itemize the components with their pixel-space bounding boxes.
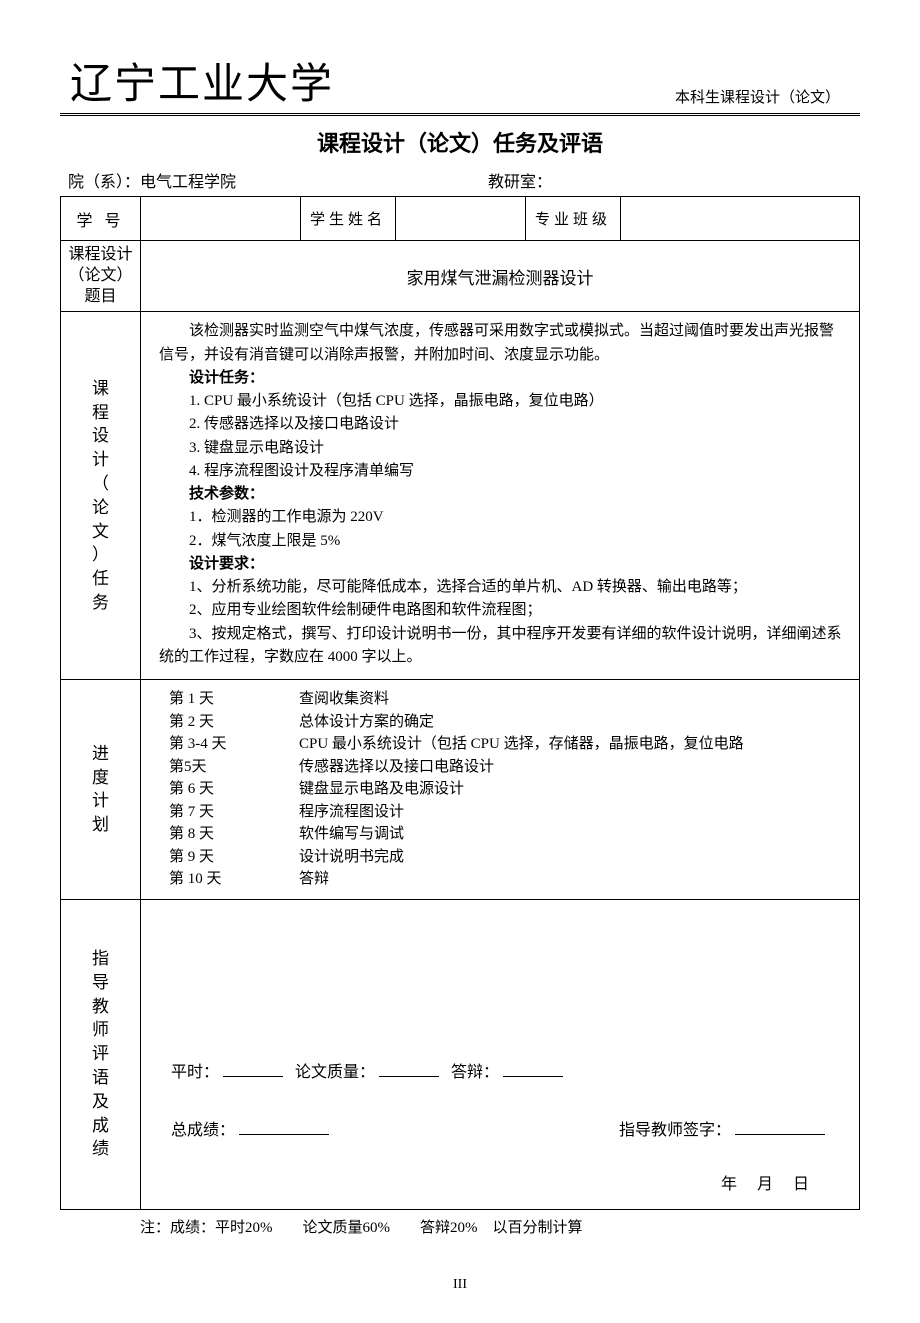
doc-type-label: 本科生课程设计（论文） [675,86,860,111]
page-header: 辽宁工业大学 本科生课程设计（论文） [60,50,860,116]
signature-blank [735,1119,825,1135]
task-side-label: 课程设计（论文）任务 [61,312,141,680]
page-number: III [60,1277,860,1293]
eval-scores-line: 平时： 论文质量： 答辩： [171,1058,567,1082]
student-id-label: 学 号 [61,197,141,241]
evaluation-side-label: 指导教师评语及成绩 [61,899,141,1209]
office-label: 教研室： [488,168,552,192]
usual-score-blank [223,1061,283,1077]
schedule-side-label: 进度计划 [61,680,141,900]
student-id-value [141,197,301,241]
main-title: 课程设计（论文）任务及评语 [60,126,860,158]
total-score-blank [239,1119,329,1135]
topic-row: 课程设计 （论文） 题目 家用煤气泄漏检测器设计 [61,241,860,312]
evaluation-content: 平时： 论文质量： 答辩： 总成绩： 指导教师签字： 年 月 日 [141,899,860,1209]
schedule-content: 第 1 天查阅收集资料 第 2 天总体设计方案的确定 第 3-4 天CPU 最小… [141,680,860,900]
student-name-label: 学生姓名 [301,197,396,241]
task-row: 课程设计（论文）任务 该检测器实时监测空气中煤气浓度，传感器可采用数字式或模拟式… [61,312,860,680]
main-table: 学 号 学生姓名 专业班级 课程设计 （论文） 题目 家用煤气泄漏检测器设计 课… [60,196,860,1210]
evaluation-row: 指导教师评语及成绩 平时： 论文质量： 答辩： 总成绩： 指导教师签字： [61,899,860,1209]
student-name-value [396,197,526,241]
defense-score-blank [503,1061,563,1077]
topic-title: 家用煤气泄漏检测器设计 [141,241,860,312]
eval-total-line: 总成绩： 指导教师签字： [171,1116,829,1140]
class-value [621,197,860,241]
schedule-row: 进度计划 第 1 天查阅收集资料 第 2 天总体设计方案的确定 第 3-4 天C… [61,680,860,900]
sub-header: 院（系）：电气工程学院 教研室： [60,168,860,192]
topic-label: 课程设计 （论文） 题目 [61,241,141,312]
class-label: 专业班级 [526,197,621,241]
info-row: 学 号 学生姓名 专业班级 [61,197,860,241]
quality-score-blank [379,1061,439,1077]
eval-date-line: 年 月 日 [721,1170,809,1194]
university-logo: 辽宁工业大学 [60,50,334,111]
dept-value: 电气工程学院 [140,174,236,191]
task-content: 该检测器实时监测空气中煤气浓度，传感器可采用数字式或模拟式。当超过阈值时要发出声… [141,312,860,680]
footnote: 注：成绩：平时20% 论文质量60% 答辩20% 以百分制计算 [60,1216,860,1237]
dept-label: 院（系）： [68,174,140,191]
